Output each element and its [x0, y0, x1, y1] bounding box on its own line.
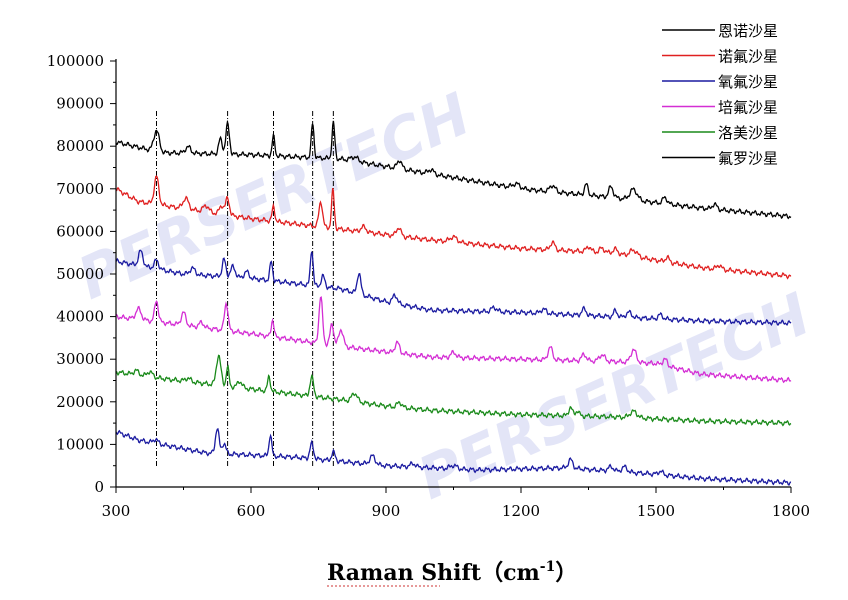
y-tick-label: 100000 — [47, 52, 104, 70]
legend-item: 诺氟沙星 — [662, 48, 778, 66]
y-tick-label: 70000 — [56, 180, 104, 198]
legend-label: 培氟沙星 — [718, 99, 778, 117]
legend-label: 氟罗沙星 — [718, 150, 778, 168]
x-tick-label: 1200 — [502, 502, 540, 520]
legend-item: 氟罗沙星 — [662, 150, 778, 168]
x-tick-label: 900 — [372, 502, 401, 520]
legend-label: 恩诺沙星 — [718, 22, 778, 40]
y-tick-label: 40000 — [56, 308, 104, 326]
x-axis-title-main: Raman Shift（cm — [327, 560, 540, 586]
x-axis-title-exponent: -1 — [540, 559, 556, 575]
x-tick-label: 1800 — [772, 502, 810, 520]
y-tick-label: 20000 — [56, 393, 104, 411]
y-tick-label: 50000 — [56, 265, 104, 283]
legend-label: 氧氟沙星 — [718, 73, 778, 91]
x-tick-label: 600 — [237, 502, 266, 520]
series-layer — [115, 119, 792, 486]
y-tick-label: 80000 — [56, 137, 104, 155]
legend-item: 洛美沙星 — [662, 124, 778, 142]
axes: 0 10000 20000 30000 40000 50000 60000 70000 8000… — [47, 52, 810, 520]
watermark-text: PERSERTECH — [408, 280, 820, 513]
series-line — [115, 296, 792, 384]
legend-item: 培氟沙星 — [662, 99, 778, 117]
x-axis-title-close: ） — [555, 560, 577, 586]
legend-label: 洛美沙星 — [718, 124, 778, 142]
series-line — [115, 354, 792, 427]
series-line — [115, 249, 792, 326]
legend-label: 诺氟沙星 — [718, 48, 778, 66]
y-tick-label: 90000 — [56, 95, 104, 113]
y-tick-label: 60000 — [56, 222, 104, 240]
legend-item: 恩诺沙星 — [662, 22, 778, 40]
x-tick-label: 1500 — [637, 502, 675, 520]
y-tick-label: 30000 — [56, 350, 104, 368]
series-line — [115, 427, 792, 486]
x-tick-label: 300 — [102, 502, 131, 520]
legend-item: 氧氟沙星 — [662, 73, 778, 91]
y-tick-label: 0 — [94, 478, 104, 496]
y-tick-label: 10000 — [56, 435, 104, 453]
series-line — [115, 119, 792, 220]
series-line — [116, 175, 792, 280]
x-axis-title: Raman Shift（cm-1） — [327, 559, 577, 586]
